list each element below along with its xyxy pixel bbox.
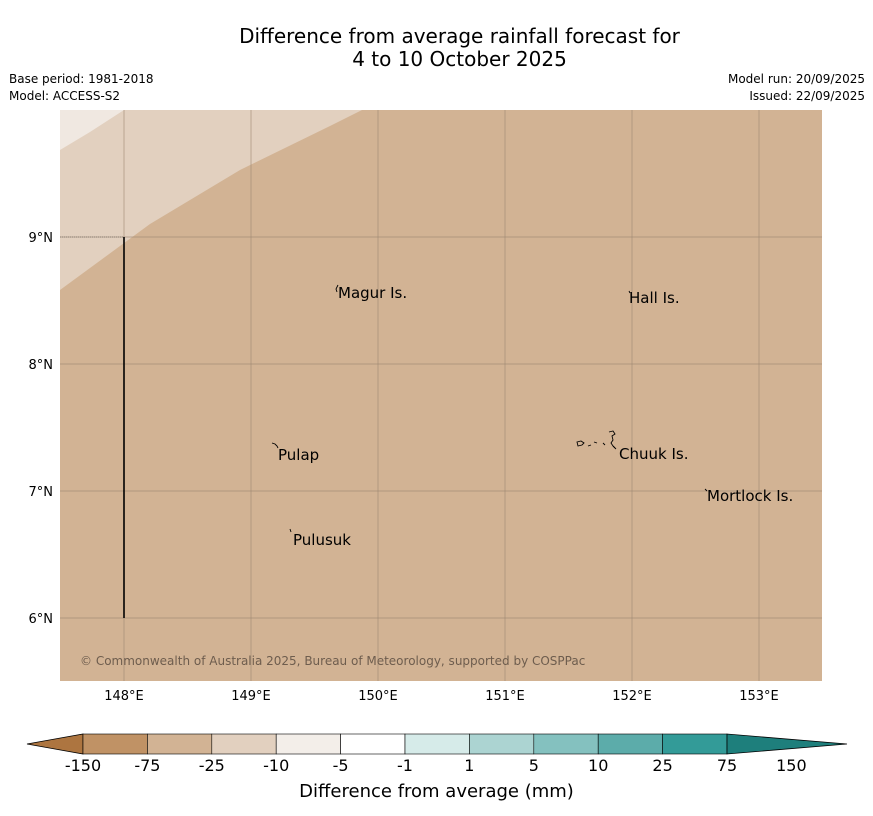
lat-label-8n: 8°N — [29, 358, 54, 373]
place-magur: Magur Is. — [338, 284, 407, 302]
lon-label-148e: 148°E — [104, 689, 144, 704]
colorbar-swatch — [597, 733, 663, 755]
lon-label-149e: 149°E — [231, 689, 271, 704]
lon-label-153e: 153°E — [739, 689, 779, 704]
lon-label-152e: 152°E — [612, 689, 652, 704]
metadata-left: Base period: 1981-2018 Model: ACCESS-S2 — [9, 71, 154, 105]
place-labels: Magur Is. Hall Is. Pulap Chuuk Is. Mortl… — [278, 284, 793, 549]
island-outlines — [271, 284, 708, 533]
model-run-text: Model run: 20/09/2025 — [727, 72, 865, 86]
lon-label-151e: 151°E — [485, 689, 525, 704]
colorbar-swatch — [340, 733, 406, 755]
colorbar-tick-label: 10 — [588, 756, 609, 775]
colorbar — [26, 733, 848, 755]
rainfall-anomaly-band-lighter — [60, 110, 124, 150]
rainfall-anomaly-base — [60, 110, 822, 681]
lat-gridlines — [60, 236, 822, 619]
colorbar-tick-label: 1 — [464, 756, 475, 775]
lat-axis-labels: 9°N 8°N 7°N 6°N — [29, 231, 54, 627]
model-text: Model: ACCESS-S2 — [9, 89, 121, 103]
lat-label-9n: 9°N — [29, 231, 54, 246]
colorbar-tick-label: -1 — [397, 756, 413, 775]
colorbar-tick-label: 75 — [716, 756, 738, 775]
map-title-line-2: 4 to 10 October 2025 — [352, 47, 567, 71]
place-pulusuk: Pulusuk — [293, 531, 351, 549]
lon-axis-labels: 148°E 149°E 150°E 151°E 152°E 153°E — [104, 689, 779, 704]
colorbar-tick-label: -25 — [198, 756, 225, 775]
metadata-right: Model run: 20/09/2025 Issued: 22/09/2025 — [728, 71, 865, 105]
colorbar-swatch — [404, 733, 470, 755]
colorbar-tick-label: -10 — [263, 756, 290, 775]
lon-label-150e: 150°E — [358, 689, 398, 704]
place-chuuk: Chuuk Is. — [619, 445, 688, 463]
colorbar-tick-label: 5 — [528, 756, 539, 775]
map-title-line-1: Difference from average rainfall forecas… — [239, 24, 680, 48]
place-hall: Hall Is. — [629, 289, 680, 307]
colorbar-tick-label: 25 — [652, 756, 673, 775]
colorbar-tick-label: -150 — [64, 756, 102, 775]
colorbar-extend-low — [26, 733, 84, 755]
colorbar-tick-label: 150 — [776, 756, 807, 775]
lat-label-7n: 7°N — [29, 485, 54, 500]
colorbar-swatch — [211, 733, 277, 755]
map-area: Magur Is. Hall Is. Pulap Chuuk Is. Mortl… — [60, 110, 822, 681]
colorbar-tick-label: -5 — [332, 756, 349, 775]
colorbar-title: Difference from average (mm) — [299, 781, 574, 802]
place-mortlock: Mortlock Is. — [707, 487, 793, 505]
base-period-text: Base period: 1981-2018 — [9, 72, 154, 86]
issued-text: Issued: 22/09/2025 — [749, 89, 865, 103]
colorbar-tick-label: -75 — [134, 756, 161, 775]
colorbar-swatch — [82, 733, 148, 755]
rainfall-anomaly-band-light — [60, 110, 362, 290]
lat-label-6n: 6°N — [29, 612, 54, 627]
colorbar-extend-high — [726, 733, 848, 755]
place-pulap: Pulap — [278, 446, 319, 464]
colorbar-swatch — [662, 733, 728, 755]
colorbar-swatch — [147, 733, 213, 755]
copyright-notice: © Commonwealth of Australia 2025, Bureau… — [80, 654, 585, 668]
colorbar-swatch — [533, 733, 599, 755]
colorbar-swatch — [469, 733, 535, 755]
colorbar-swatch — [275, 733, 341, 755]
